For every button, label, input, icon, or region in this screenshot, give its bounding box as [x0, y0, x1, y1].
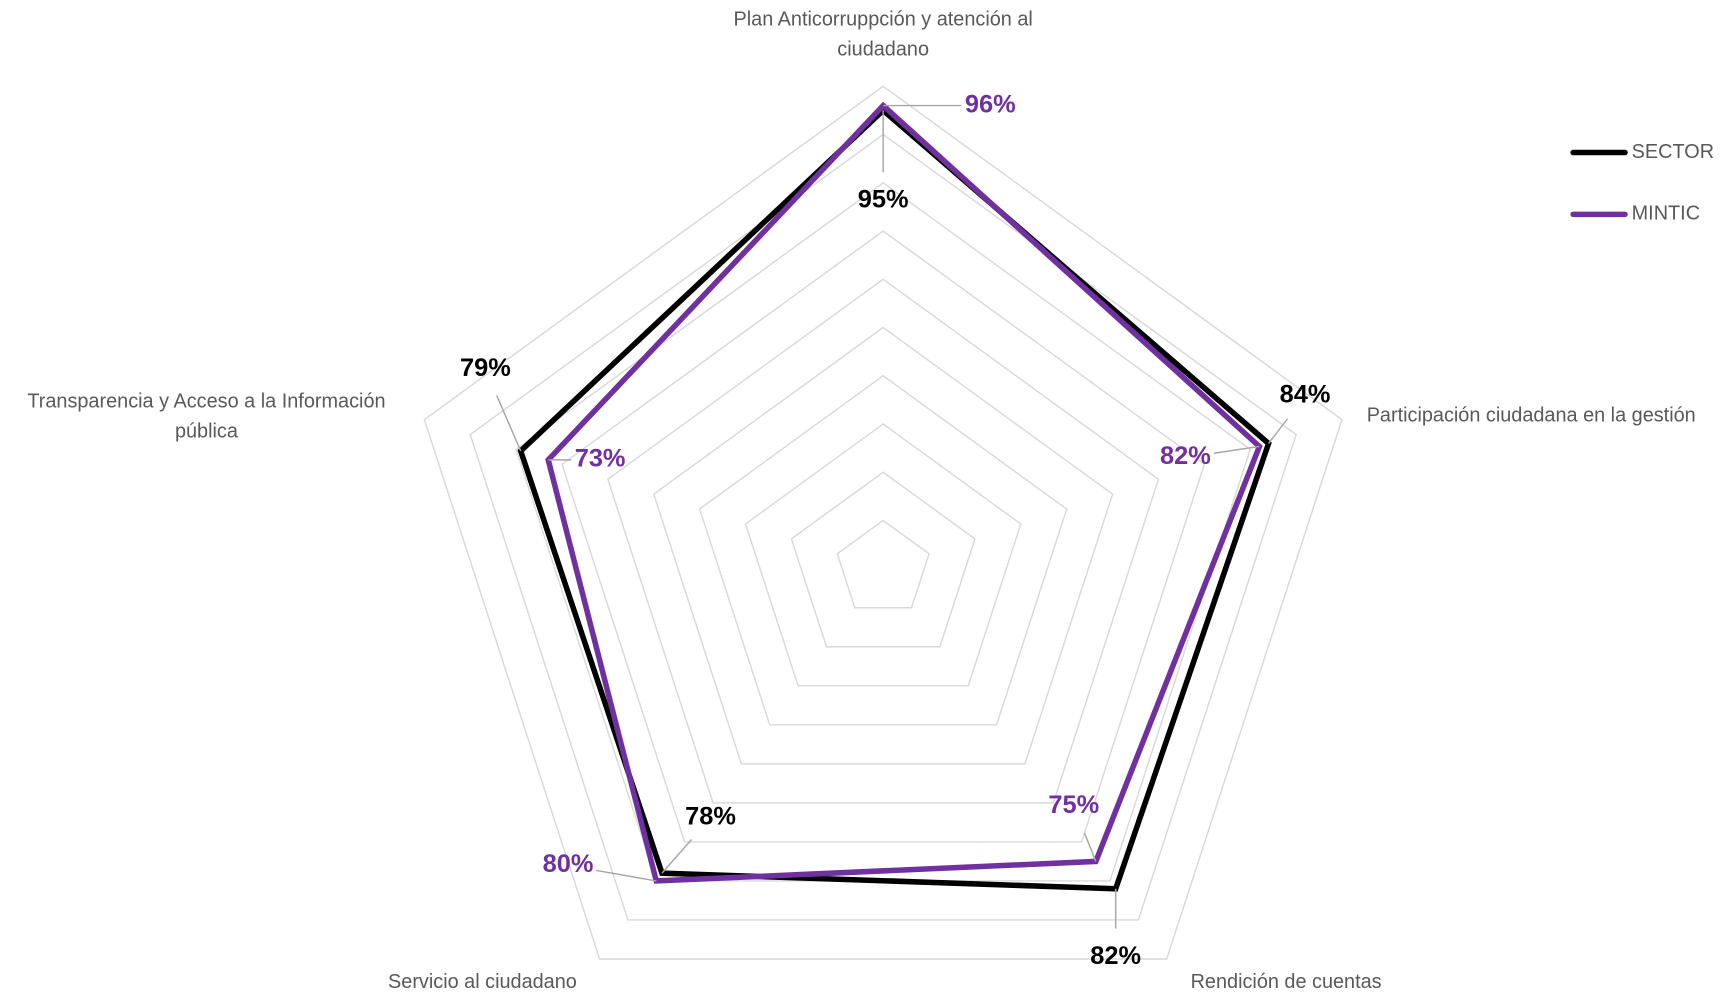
- category-label-wrap: Plan Anticorruppción y atención al ciuda…: [733, 7, 1033, 60]
- data-label: 80%: [543, 850, 594, 878]
- leader-line: [1267, 418, 1289, 444]
- category-label: Transparencia y Acceso a la Información …: [27, 389, 386, 442]
- data-label: 96%: [965, 90, 1016, 118]
- series-line: [545, 101, 1263, 884]
- data-label: 82%: [1160, 442, 1211, 470]
- category-label-wrap: Transparencia y Acceso a la Información …: [27, 389, 386, 442]
- grid-ring: [652, 326, 1114, 765]
- data-label: 78%: [685, 803, 736, 831]
- data-label: 82%: [1090, 942, 1141, 970]
- grid-ring: [744, 423, 1022, 687]
- grid-ring: [469, 133, 1297, 921]
- grid-ring: [698, 374, 1068, 726]
- leader-line: [596, 869, 657, 882]
- grid-ring: [790, 471, 976, 648]
- data-label: 75%: [1048, 791, 1099, 819]
- legend-label: SECTOR: [1632, 141, 1714, 163]
- category-label: Rendición de cuentas: [1191, 971, 1382, 993]
- leader-line: [496, 395, 522, 452]
- legend-label: MINTIC: [1632, 203, 1700, 225]
- leader-line: [1213, 445, 1260, 454]
- grid-ring: [515, 181, 1252, 882]
- category-label: Servicio al ciudadano: [388, 971, 577, 993]
- data-label: 73%: [575, 445, 626, 473]
- series-line: [517, 106, 1272, 892]
- grid-ring: [607, 278, 1160, 804]
- grid-ring: [423, 85, 1343, 960]
- data-label: 84%: [1280, 381, 1331, 409]
- data-label: 95%: [858, 186, 909, 214]
- grid-ring: [561, 230, 1206, 843]
- leader-line: [661, 839, 693, 874]
- category-label: Participación ciudadana en la gestión: [1367, 405, 1696, 427]
- grid-ring: [836, 519, 930, 609]
- data-label: 79%: [460, 354, 511, 382]
- category-label: Plan Anticorruppción y atención al ciuda…: [733, 7, 1033, 60]
- leader-line: [1083, 832, 1097, 862]
